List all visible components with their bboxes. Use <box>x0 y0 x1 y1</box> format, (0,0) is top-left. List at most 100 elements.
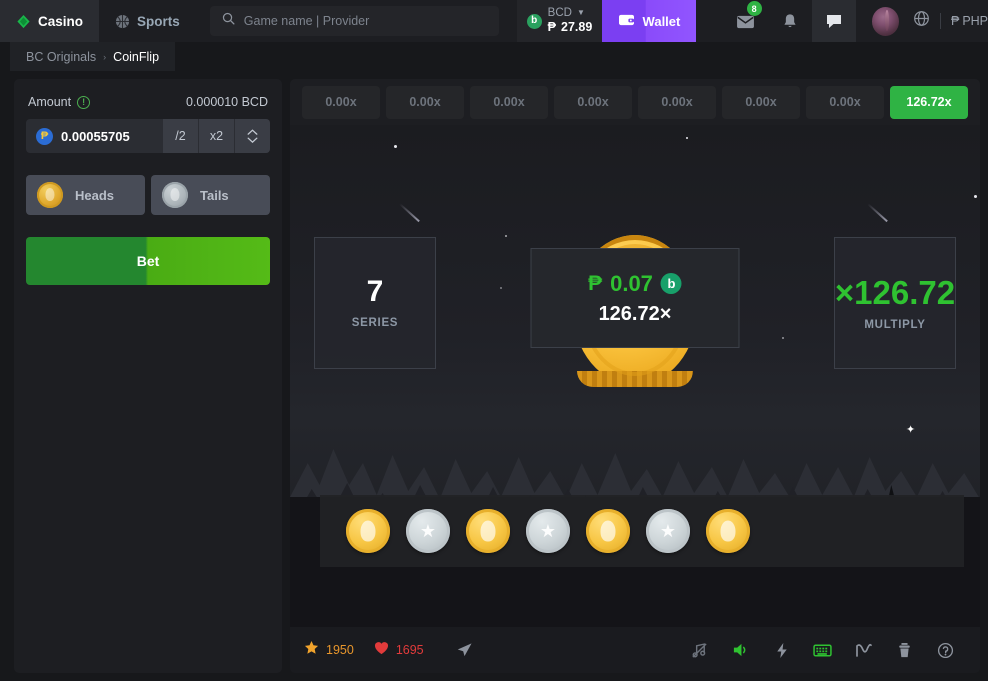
amount-input-wrap[interactable]: ₱ <box>26 119 162 153</box>
halve-button[interactable]: /2 <box>162 119 198 153</box>
search-icon <box>222 12 235 30</box>
peso-coin-icon: ₱ <box>36 127 53 145</box>
breadcrumb-parent[interactable]: BC Originals <box>26 49 97 64</box>
currency-label: PHP <box>962 14 988 28</box>
nav-tab-sports[interactable]: Sports <box>99 0 196 42</box>
history-item-win[interactable]: 126.72x <box>890 85 968 119</box>
breadcrumb-current: CoinFlip <box>113 49 160 64</box>
nav-tab-casino[interactable]: Casino <box>0 0 100 42</box>
breadcrumb-bar: BC Originals › CoinFlip <box>0 42 988 71</box>
heads-label: Heads <box>75 187 115 203</box>
header-icon-group: 8 <box>724 0 856 42</box>
user-avatar[interactable] <box>871 6 899 36</box>
game-stage: ✦ 7 SERIES ×126.72 MULTIPLY <box>290 125 980 627</box>
wallet-label: Wallet <box>642 13 681 29</box>
series-value: 7 <box>366 275 384 308</box>
search-box[interactable] <box>209 6 499 36</box>
side-selection-row: Heads Tails <box>26 175 270 215</box>
nav-tab-sports-label: Sports <box>137 13 180 29</box>
balance-currency: BCD <box>547 7 572 19</box>
history-item[interactable]: 0.00x <box>302 85 380 119</box>
flip-coin-gold <box>706 509 750 553</box>
series-caption: SERIES <box>351 317 399 329</box>
heads-button[interactable]: Heads <box>26 175 145 215</box>
series-panel: 7 SERIES <box>314 237 436 369</box>
heart-count: 1695 <box>395 643 424 657</box>
chat-icon[interactable] <box>811 0 856 42</box>
flip-coin-silver: ★ <box>406 509 450 553</box>
mail-icon[interactable]: 8 <box>724 0 768 42</box>
flip-coin-gold <box>466 509 510 553</box>
chart-line-icon[interactable] <box>843 627 884 673</box>
chevron-up-icon <box>247 129 258 135</box>
win-overlay: ₱ 0.07 b 126.72× <box>530 248 740 348</box>
flip-history-strip: ★ ★ ★ <box>320 495 964 567</box>
max-amount: 0.000010 BCD <box>185 95 268 109</box>
trash-icon[interactable] <box>884 627 925 673</box>
star-field: ✦ <box>290 125 980 627</box>
stat-panels: 7 SERIES ×126.72 MULTIPLY <box>290 237 980 369</box>
amount-row: Amount ! 0.000010 BCD <box>26 95 270 109</box>
history-item[interactable]: 0.00x <box>386 85 464 119</box>
multiply-panel: ×126.72 MULTIPLY <box>834 237 956 369</box>
multiply-caption: MULTIPLY <box>864 318 926 331</box>
amount-input[interactable] <box>61 128 162 144</box>
history-item[interactable]: 0.00x <box>722 85 800 119</box>
globe-icon[interactable] <box>913 10 930 32</box>
basketball-icon <box>115 14 130 29</box>
balance-symbol: ₱ <box>547 20 557 35</box>
amount-input-row: ₱ /2 x2 <box>26 119 270 153</box>
help-icon[interactable] <box>925 627 966 673</box>
sound-on-icon[interactable] <box>720 627 761 673</box>
app-header: Casino Sports b BCD ▼ ₱ <box>0 0 988 42</box>
currency-selector[interactable]: ₱ PHP <box>951 14 988 28</box>
locale-group: ₱ PHP <box>913 10 988 32</box>
win-payout: 0.07 <box>610 270 653 296</box>
game-footer: 1950 1695 <box>290 627 980 673</box>
gold-coin-icon <box>37 182 63 208</box>
wallet-button[interactable]: Wallet <box>602 0 696 42</box>
multiplier-history-bar: 0.00x 0.00x 0.00x 0.00x 0.00x 0.00x 0.00… <box>290 79 980 125</box>
mail-badge: 8 <box>746 1 762 16</box>
favorite-counter[interactable]: 1950 <box>304 640 354 660</box>
history-item[interactable]: 0.00x <box>470 85 548 119</box>
flip-coin-silver: ★ <box>646 509 690 553</box>
chevron-right-icon: › <box>103 51 107 62</box>
nav-tab-casino-label: Casino <box>38 13 84 29</box>
bet-panel: Amount ! 0.000010 BCD ₱ /2 x2 Heads <box>14 79 282 673</box>
sparkle-icon: ✦ <box>906 424 916 436</box>
double-button[interactable]: x2 <box>198 119 234 153</box>
star-icon <box>304 640 319 660</box>
heart-icon <box>374 641 389 660</box>
win-currency-symbol: ₱ <box>588 271 603 295</box>
history-item[interactable]: 0.00x <box>638 85 716 119</box>
coin-edge <box>577 371 693 387</box>
amount-stepper[interactable] <box>234 119 270 153</box>
bcd-coin-icon: b <box>660 273 682 294</box>
music-off-icon[interactable] <box>679 627 720 673</box>
breadcrumb: BC Originals › CoinFlip <box>10 42 176 71</box>
win-amount-row: ₱ 0.07 b <box>588 271 682 297</box>
history-item[interactable]: 0.00x <box>554 85 632 119</box>
send-icon[interactable] <box>444 627 485 673</box>
search-input[interactable] <box>243 14 487 28</box>
bet-button[interactable]: Bet <box>26 237 270 285</box>
tails-label: Tails <box>200 187 229 203</box>
game-area: 0.00x 0.00x 0.00x 0.00x 0.00x 0.00x 0.00… <box>290 79 980 673</box>
tails-button[interactable]: Tails <box>151 175 270 215</box>
win-multiplier: 126.72× <box>598 302 672 325</box>
bell-icon[interactable] <box>768 0 812 42</box>
multiply-value: ×126.72 <box>834 273 956 311</box>
keyboard-icon[interactable] <box>802 627 843 673</box>
history-item[interactable]: 0.00x <box>806 85 884 119</box>
balance-amount: 27.89 <box>561 20 593 35</box>
balance-selector[interactable]: b BCD ▼ ₱ 27.89 <box>516 0 603 42</box>
amount-label: Amount <box>28 95 72 109</box>
like-counter[interactable]: 1695 <box>374 641 424 660</box>
lightning-icon[interactable] <box>761 627 802 673</box>
info-icon[interactable]: ! <box>77 95 91 109</box>
header-divider <box>939 13 941 29</box>
bcd-coin-icon: b <box>526 13 542 29</box>
flip-coin-gold <box>346 509 390 553</box>
chevron-down-icon: ▼ <box>576 8 585 18</box>
